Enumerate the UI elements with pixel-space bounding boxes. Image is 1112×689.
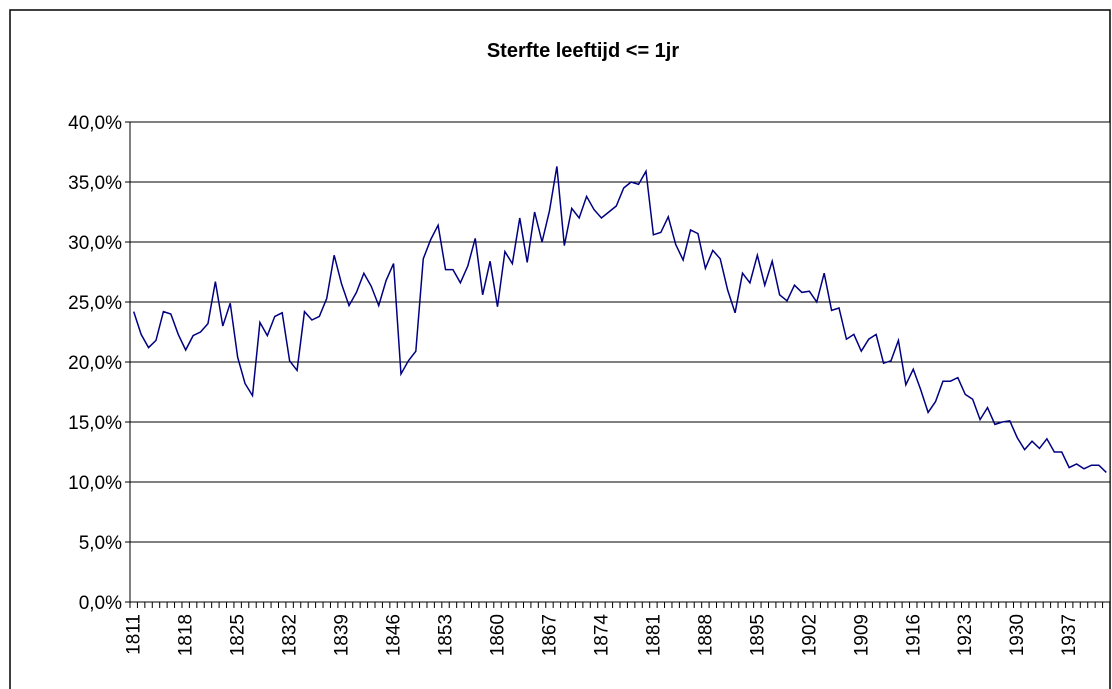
y-tick-label: 25,0% xyxy=(68,293,122,314)
x-tick-label: 1895 xyxy=(747,614,768,656)
x-tick-label: 1909 xyxy=(851,614,872,656)
x-tick-label: 1888 xyxy=(695,614,716,656)
x-tick-label: 1853 xyxy=(436,614,457,656)
x-tick-label: 1902 xyxy=(799,614,820,656)
y-tick-label: 20,0% xyxy=(68,353,122,374)
x-tick-label: 1916 xyxy=(903,614,924,656)
y-tick-label: 0,0% xyxy=(79,593,122,614)
y-tick-label: 30,0% xyxy=(68,233,122,254)
y-tick-label: 5,0% xyxy=(79,533,122,554)
y-tick-label: 40,0% xyxy=(68,113,122,134)
x-tick-label: 1937 xyxy=(1059,614,1080,656)
x-tick-label: 1874 xyxy=(591,614,612,657)
x-tick-label: 1839 xyxy=(332,614,353,656)
x-tick-label: 1860 xyxy=(488,614,509,656)
x-tick-label: 1923 xyxy=(955,614,976,656)
x-tick-label: 1881 xyxy=(643,614,664,656)
data-line xyxy=(132,166,1107,473)
x-tick-label: 1867 xyxy=(539,614,560,656)
x-tick-label: 1832 xyxy=(280,614,301,656)
y-tick-label: 35,0% xyxy=(68,173,122,194)
x-tick-label: 1930 xyxy=(1007,614,1028,656)
x-tick-label: 1818 xyxy=(176,614,197,656)
x-tick-label: 1846 xyxy=(384,614,405,656)
y-tick-label: 10,0% xyxy=(68,473,122,494)
y-tick-label: 15,0% xyxy=(68,413,122,434)
chart-title: Sterfte leeftijd <= 1jr xyxy=(487,40,680,62)
x-tick-label: 1825 xyxy=(228,614,249,656)
x-tick-label: 1811 xyxy=(124,614,145,655)
